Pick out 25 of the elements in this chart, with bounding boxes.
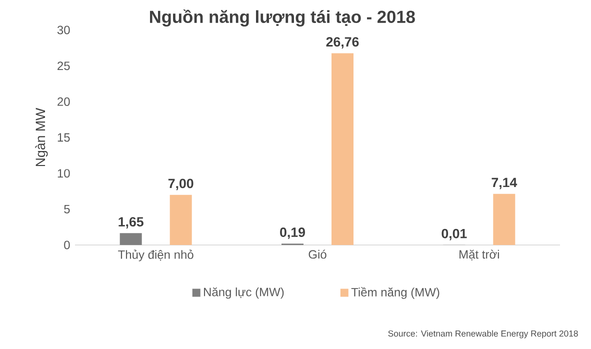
chart-title: Nguồn năng lượng tái tạo - 2018 <box>150 9 415 26</box>
data-label: 0,19 <box>280 228 305 239</box>
y-tick-label: 30 <box>57 26 70 34</box>
data-label: 0,01 <box>442 228 467 240</box>
bar <box>170 194 192 245</box>
legend-label: Tiềm năng (MW) <box>351 287 440 299</box>
bar <box>120 233 142 245</box>
y-tick-label: 20 <box>58 97 70 106</box>
data-label: 7,00 <box>168 178 194 190</box>
data-label: 7,14 <box>492 178 518 190</box>
y-axis-title: Ngàn MW <box>35 108 48 166</box>
x-tick-label: Gió <box>308 250 326 259</box>
legend-label: Năng lực (MW) <box>204 287 284 299</box>
y-tick-label: 10 <box>58 169 70 178</box>
x-tick-label: Thủy điện nhỏ <box>118 250 194 262</box>
y-tick-label: 5 <box>64 204 70 214</box>
data-label: 26,76 <box>326 37 359 49</box>
x-tick-label: Mặt trời <box>460 250 499 260</box>
y-tick-label: 0 <box>64 240 70 250</box>
y-tick-label: 25 <box>58 62 70 70</box>
bar <box>332 53 354 245</box>
bar <box>493 194 516 245</box>
source-note: Source: Vietnam Renewable Energy Report 2018 <box>388 330 578 338</box>
y-tick-label: 15 <box>58 133 70 142</box>
data-label: 1,65 <box>118 217 144 228</box>
